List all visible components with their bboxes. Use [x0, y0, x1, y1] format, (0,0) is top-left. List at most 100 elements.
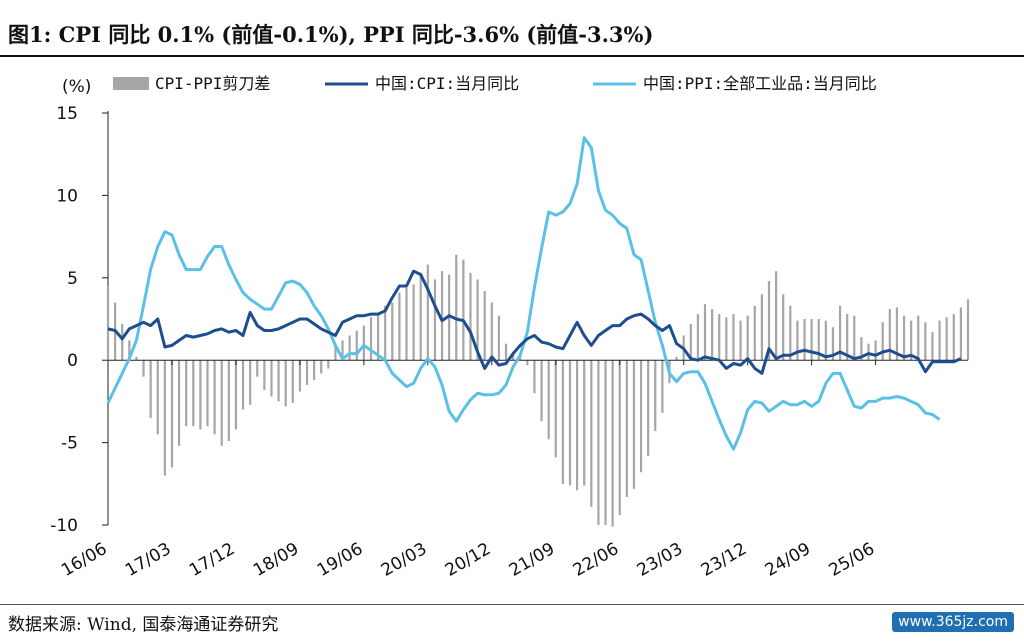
gap-bar: [391, 302, 394, 361]
gap-bar: [177, 360, 181, 446]
gap-bar: [227, 360, 230, 441]
gap-bar: [853, 315, 856, 361]
gap-bar: [398, 292, 401, 361]
gap-bar: [945, 317, 948, 361]
watermark-badge: www.365jz.com: [892, 612, 1014, 632]
legend-label-gap: CPI-PPI剪刀差: [155, 74, 270, 93]
gap-bar: [241, 360, 245, 410]
x-tick-label: 17/03: [122, 539, 174, 581]
gap-bar: [419, 272, 422, 361]
y-tick-label: -5: [61, 434, 78, 454]
y-tick-label: -10: [50, 516, 78, 536]
gap-bar: [348, 335, 351, 361]
gap-bar: [867, 343, 870, 361]
gap-bar: [782, 294, 785, 361]
gap-bar: [718, 314, 721, 361]
gap-bar: [256, 360, 259, 377]
gap-bar: [220, 360, 223, 446]
gap-bar: [583, 360, 586, 486]
gap-bar: [575, 360, 579, 491]
gap-bar: [924, 322, 927, 361]
cpi-line: [107, 269, 962, 375]
gap-bar: [647, 360, 650, 456]
x-tick-label: 20/03: [378, 539, 430, 581]
gap-bar: [931, 332, 934, 361]
gap-bar: [760, 294, 763, 361]
gap-bar: [433, 279, 437, 361]
title-rule: [0, 55, 1024, 57]
x-tick-label: 18/09: [250, 539, 302, 581]
gap-bar: [305, 360, 309, 385]
gap-bar: [369, 317, 373, 361]
x-tick-label: 25/06: [826, 539, 878, 581]
y-tick-label: 15: [56, 104, 78, 124]
gap-bar: [767, 281, 771, 361]
x-tick-label: 20/12: [442, 539, 494, 581]
gap-bar: [675, 356, 678, 361]
gap-bar: [170, 360, 174, 468]
legend-swatch-gap: [113, 77, 149, 90]
ppi-line: [106, 136, 941, 451]
gap-bar: [234, 360, 238, 430]
gap-bar: [824, 320, 827, 361]
gap-bar: [149, 360, 152, 418]
gap-bar: [284, 360, 287, 407]
gap-bar: [860, 337, 863, 361]
gap-bar: [774, 271, 778, 361]
gap-bar: [497, 315, 501, 361]
gap-bar: [504, 343, 508, 361]
gap-bar: [654, 360, 657, 432]
gap-bar: [263, 360, 266, 390]
gap-bar: [810, 319, 813, 361]
gap-bar: [540, 360, 543, 422]
gap-bar: [561, 360, 564, 484]
gap-bar: [632, 360, 636, 489]
gap-bar: [291, 360, 294, 404]
gap-bar: [753, 305, 756, 361]
gap-bar: [568, 360, 572, 486]
x-tick-label: 19/06: [314, 539, 366, 581]
gap-bar: [121, 323, 124, 361]
gap-bar: [163, 360, 166, 476]
gap-bar: [881, 322, 884, 361]
gap-bar: [661, 360, 664, 413]
gap-bar: [831, 327, 835, 361]
gap-bar: [128, 340, 131, 361]
gap-bar: [106, 286, 110, 361]
gap-bar: [789, 305, 792, 361]
gap-bar: [625, 360, 628, 497]
gap-bar: [483, 290, 486, 361]
y-tick-label: 0: [67, 351, 78, 371]
gap-bar: [142, 360, 145, 377]
gap-bar: [526, 360, 529, 366]
gap-bar: [185, 360, 188, 427]
legend-label-cpi: 中国:CPI:当月同比: [375, 74, 519, 93]
gap-bar: [888, 309, 891, 361]
gap-bar: [476, 279, 479, 361]
gap-bar: [405, 287, 408, 361]
source-note: 数据来源: Wind, 国泰海通证券研究: [8, 615, 279, 635]
legend-label-ppi: 中国:PPI:全部工业品:当月同比: [643, 74, 877, 93]
gap-bar: [462, 259, 465, 361]
gap-bar: [320, 360, 323, 374]
gap-bar: [746, 315, 749, 361]
gap-bar: [156, 360, 159, 435]
gap-bar: [327, 360, 330, 369]
gap-bar: [455, 254, 458, 361]
x-tick-label: 16/06: [58, 539, 110, 581]
x-tick-label: 23/03: [634, 539, 686, 581]
gap-bar: [376, 314, 380, 361]
y-axis-unit: (%): [62, 77, 91, 97]
gap-bar: [689, 323, 692, 361]
gap-bar: [412, 284, 415, 361]
gap-bar: [838, 305, 842, 361]
x-tick-label: 17/12: [186, 539, 238, 581]
gap-bar: [277, 360, 280, 402]
gap-bar: [796, 320, 799, 361]
gap-bar: [803, 319, 806, 361]
y-tick-label: 10: [56, 186, 78, 206]
gap-bar: [362, 325, 365, 361]
gap-bar: [611, 360, 614, 527]
gap-bar: [313, 360, 316, 380]
gap-bar: [725, 317, 728, 361]
